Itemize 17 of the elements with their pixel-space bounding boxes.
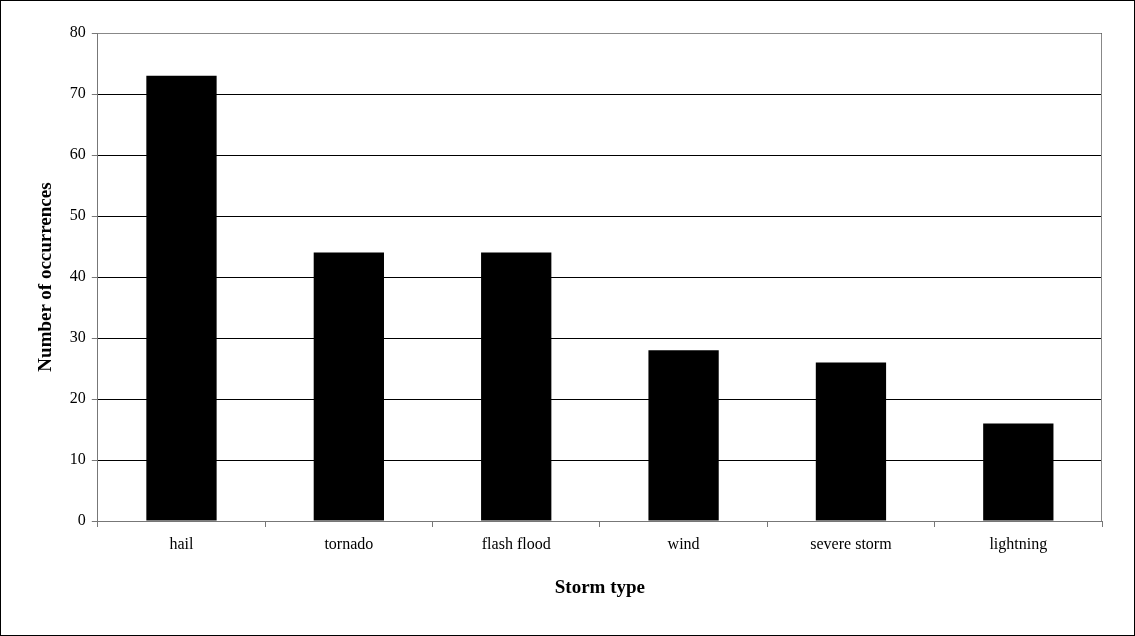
x-tick-label: lightning: [989, 534, 1048, 553]
x-tick-label: wind: [667, 534, 700, 552]
x-tick-label: tornado: [324, 534, 374, 552]
y-tick-label: 20: [69, 389, 86, 407]
y-tick-label: 40: [69, 267, 86, 285]
y-tick-label: 70: [69, 84, 86, 102]
x-tick-label: severe storm: [810, 534, 893, 552]
y-axis-title: Number of occurrences: [34, 182, 56, 372]
y-tick-label: 60: [69, 145, 86, 163]
y-tick-label: 0: [77, 511, 86, 529]
y-tick-label: 50: [69, 206, 86, 224]
x-tick-label: flash flood: [481, 534, 551, 552]
x-tick-label: hail: [169, 534, 195, 552]
y-tick-label: 30: [69, 328, 86, 346]
y-tick-label: 80: [69, 23, 86, 41]
y-tick-label: 10: [69, 450, 86, 468]
x-axis-title: Storm type: [554, 575, 646, 597]
